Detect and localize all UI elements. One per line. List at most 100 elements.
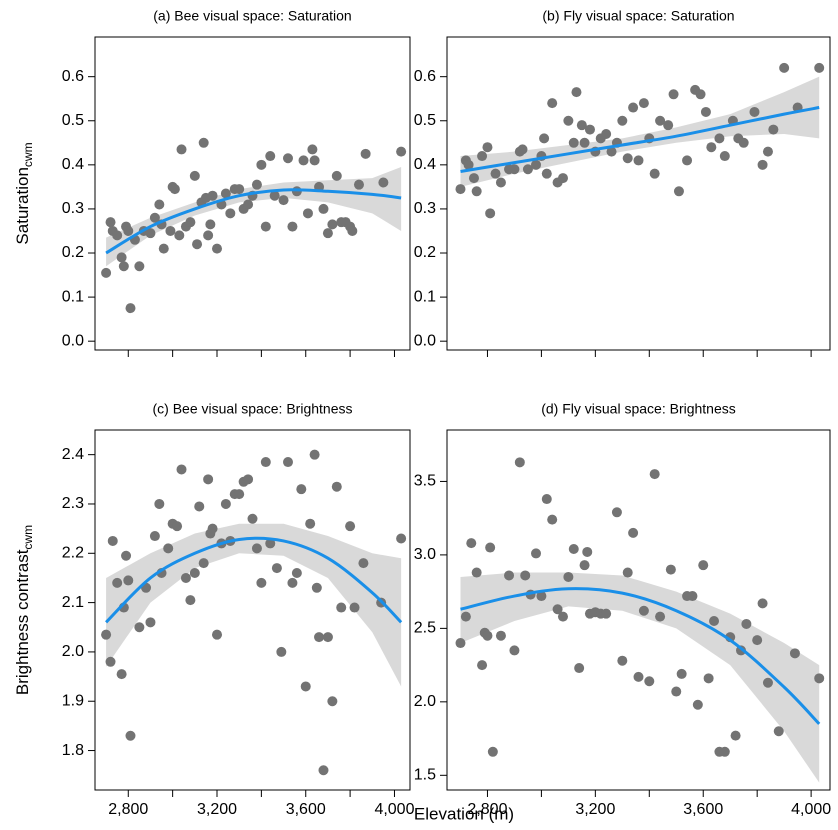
- data-point: [649, 168, 660, 179]
- data-point: [576, 120, 587, 131]
- y-tick-label: 0.5: [414, 112, 436, 129]
- data-point: [779, 62, 790, 73]
- data-point: [165, 225, 176, 236]
- data-point: [276, 646, 287, 657]
- fit-line: [460, 587, 821, 725]
- y-tick-label: 0.6: [62, 68, 84, 85]
- data-point: [331, 170, 342, 181]
- data-point: [703, 673, 714, 684]
- y-tick-label: 0.6: [414, 68, 436, 85]
- data-point: [158, 243, 169, 254]
- data-point: [349, 602, 360, 613]
- data-point: [345, 521, 356, 532]
- data-point: [789, 648, 800, 659]
- data-point: [455, 184, 466, 195]
- x-tick-label: 3,200: [197, 801, 237, 818]
- data-point: [557, 611, 568, 622]
- data-point: [149, 212, 160, 223]
- data-point: [568, 137, 579, 148]
- y-tick-label: 0.1: [414, 288, 436, 305]
- y-tick-label: 2.5: [414, 620, 436, 637]
- data-point: [318, 203, 329, 214]
- data-point: [176, 464, 187, 475]
- y-tick-label: 0.3: [62, 200, 84, 217]
- data-point: [695, 89, 706, 100]
- data-point: [477, 151, 488, 162]
- data-point: [773, 726, 784, 737]
- data-point: [617, 115, 628, 126]
- data-point: [698, 560, 709, 571]
- y-axis-label-sub: cwm: [21, 525, 35, 550]
- data-point: [212, 629, 223, 640]
- data-point: [169, 184, 180, 195]
- data-point: [752, 635, 763, 646]
- data-point: [487, 746, 498, 757]
- data-point: [163, 543, 174, 554]
- data-point: [287, 221, 298, 232]
- data-point: [655, 115, 666, 126]
- data-point: [517, 144, 528, 155]
- data-point: [531, 159, 542, 170]
- data-point: [455, 638, 466, 649]
- data-point: [485, 542, 496, 553]
- data-point: [547, 514, 558, 525]
- data-point: [574, 663, 585, 674]
- data-point: [582, 546, 593, 557]
- data-point: [360, 148, 371, 159]
- data-point: [682, 155, 693, 166]
- data-point: [212, 243, 223, 254]
- data-point: [327, 219, 338, 230]
- data-point: [125, 730, 136, 741]
- data-point: [557, 173, 568, 184]
- data-point: [536, 591, 547, 602]
- data-point: [247, 513, 258, 524]
- data-point: [522, 164, 533, 175]
- x-tick-label: 3,600: [286, 801, 326, 818]
- data-point: [514, 457, 525, 468]
- data-point: [622, 153, 633, 164]
- panel: (c) Bee visual space: Brightness 1.8 1.9 2.…: [13, 401, 414, 819]
- data-point: [466, 538, 477, 549]
- data-point: [563, 115, 574, 126]
- data-point: [123, 575, 134, 586]
- data-point: [123, 225, 134, 236]
- data-point: [318, 765, 329, 776]
- x-tick-label: 3,600: [683, 801, 723, 818]
- data-point: [322, 228, 333, 239]
- data-point: [762, 146, 773, 157]
- x-tick-label: 2,800: [108, 801, 148, 818]
- data-point: [749, 106, 760, 117]
- data-point: [172, 521, 183, 532]
- data-point: [579, 137, 590, 148]
- data-point: [485, 208, 496, 219]
- data-point: [189, 568, 200, 579]
- data-point: [331, 481, 342, 492]
- data-point: [149, 531, 160, 542]
- y-tick-label: 0.2: [62, 244, 84, 261]
- data-point: [260, 457, 271, 468]
- data-point: [495, 177, 506, 188]
- y-tick-label: 1.5: [414, 767, 436, 784]
- y-axis-label: Saturationcwm: [13, 142, 35, 244]
- y-axis-label: Brightness contrastcwm: [13, 525, 35, 695]
- data-point: [563, 571, 574, 582]
- data-point: [692, 699, 703, 710]
- confidence-band: [106, 523, 402, 687]
- data-point: [291, 568, 302, 579]
- data-point: [628, 102, 639, 113]
- data-point: [520, 570, 531, 581]
- data-point: [611, 507, 622, 518]
- data-point: [700, 106, 711, 117]
- data-point: [709, 616, 720, 627]
- y-tick-label: 3.0: [414, 546, 436, 563]
- data-point: [287, 577, 298, 588]
- data-point: [638, 98, 649, 109]
- data-point: [134, 622, 145, 633]
- data-point: [298, 155, 309, 166]
- data-point: [336, 602, 347, 613]
- data-point: [105, 217, 116, 228]
- data-point: [180, 572, 191, 583]
- y-tick-label: 2.4: [62, 446, 84, 463]
- y-axis-label-sub: cwm: [21, 142, 35, 167]
